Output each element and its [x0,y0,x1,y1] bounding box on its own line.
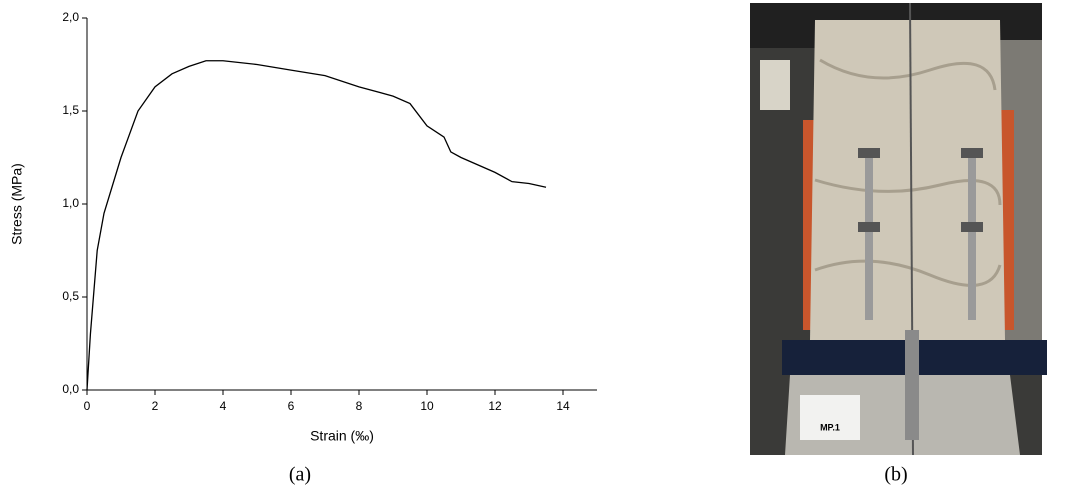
gauge [968,150,976,320]
paper-tag [800,395,860,440]
gauge-clamp [858,222,880,232]
photo: MP.1 [750,2,1047,456]
x-tick-label: 2 [152,399,159,413]
x-axis-label: Strain (‰) [310,428,374,444]
gauge [865,150,873,320]
gauge-clamp [961,222,983,232]
x-tick-label: 12 [488,399,502,413]
texture [814,58,1002,287]
x-tick-label: 10 [420,399,434,413]
gauge-clamp [961,148,983,158]
x-tick-label: 14 [556,399,570,413]
y-tick-label: 1,0 [62,196,79,210]
x-tick-label: 4 [220,399,227,413]
caption: (b) [884,464,907,486]
gauge [905,330,919,440]
x-tick-label: 6 [288,399,295,413]
x-tick-label: 8 [356,399,363,413]
caption: (a) [289,464,311,486]
gauge-clamp [858,148,880,158]
y-tick-label: 1,5 [62,103,79,117]
x-tick-label: 0 [84,399,91,413]
y-tick-label: 2,0 [62,10,79,24]
y-axis-label: Stress (MPa) [9,163,25,245]
y-tick-label: 0,0 [62,382,79,396]
light [760,60,790,110]
line [86,60,547,391]
photo-label: MP.1 [820,422,840,432]
y-tick-label: 0,5 [62,289,79,303]
